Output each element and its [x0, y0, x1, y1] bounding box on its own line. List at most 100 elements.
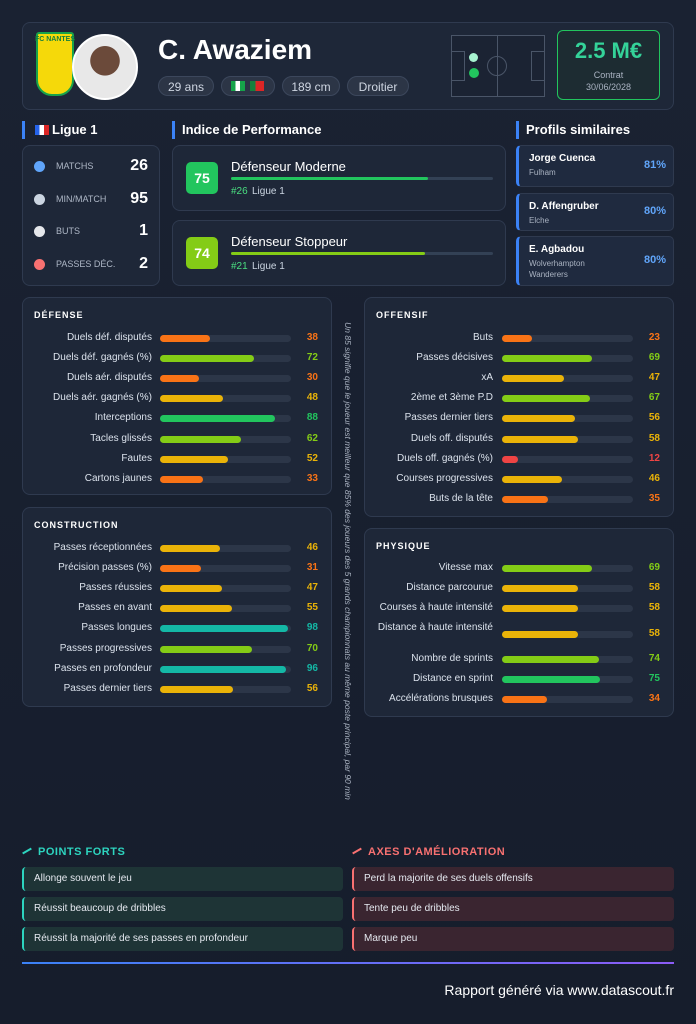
stat-value: 26 — [130, 157, 148, 174]
metric-value: 46 — [648, 472, 660, 484]
list-text: Réussit beaucoup de dribbles — [34, 903, 166, 914]
stat-value: 1 — [139, 222, 148, 239]
metric-label: xA — [481, 372, 493, 384]
metric-label: Duels off. disputés — [410, 432, 493, 444]
section-title: Ligue 1 — [52, 122, 98, 137]
similar-card — [516, 193, 674, 231]
metric-value: 72 — [306, 352, 318, 364]
metric-bar — [502, 656, 599, 663]
score-bar — [231, 177, 428, 180]
metric-track — [502, 455, 633, 463]
metric-value: 98 — [306, 622, 318, 634]
metric-value: 35 — [648, 492, 660, 504]
metric-label: Accélérations brusques — [389, 693, 493, 704]
score-box: 75 — [186, 162, 218, 194]
metric-label: Passes en avant — [78, 602, 152, 614]
tag: 189 cm — [282, 76, 340, 96]
stat-label: MIN/MATCH — [56, 193, 107, 204]
section-accent — [516, 121, 519, 139]
tag: 29 ans — [158, 76, 214, 96]
similar-club: Fulham — [529, 168, 556, 177]
metric-value: 30 — [306, 372, 318, 384]
position-dot — [469, 53, 478, 62]
divider — [22, 962, 674, 964]
stat-icon — [34, 258, 45, 270]
role-name: Défenseur Moderne — [231, 159, 346, 174]
metric-label: Fautes — [121, 452, 152, 464]
metric-bar — [160, 415, 276, 423]
metric-label: Duels off. gagnés (%) — [397, 452, 493, 464]
panel-title: PHYSIQUE — [376, 541, 431, 551]
metric-bar — [160, 585, 222, 593]
metric-value: 58 — [648, 628, 660, 639]
metric-bar — [160, 625, 289, 633]
metric-label: Duels aér. gagnés (%) — [53, 392, 152, 404]
stat-label: PASSES DÉC. — [56, 258, 116, 269]
similar-club: Elche — [529, 216, 550, 225]
metric-value: 56 — [306, 682, 318, 694]
list-text: Allonge souvent le jeu — [34, 873, 132, 884]
contract-date: 30/06/2028 — [585, 82, 632, 92]
metric-bar — [160, 455, 229, 463]
list-text: Réussit la majorité de ses passes en pro… — [34, 933, 249, 944]
metric-panel — [364, 297, 674, 517]
metric-track — [502, 335, 633, 342]
similar-club: Wolverhampton Wanderers — [529, 259, 585, 279]
list-item — [22, 897, 343, 921]
tag: Droitier — [347, 76, 409, 96]
metric-label: Vitesse max — [438, 562, 493, 573]
similar-name: Jorge Cuenca — [529, 153, 596, 164]
metric-label: Interceptions — [94, 412, 152, 424]
metric-value: 58 — [648, 582, 660, 593]
section-accent — [172, 121, 175, 139]
metric-value: 69 — [648, 352, 660, 364]
metric-value: 23 — [648, 332, 660, 343]
metric-bar — [160, 375, 200, 383]
metric-value: 38 — [306, 332, 318, 343]
score-box: 74 — [186, 237, 218, 269]
metric-track — [160, 565, 291, 573]
position-dot — [469, 68, 479, 78]
metric-value: 47 — [306, 582, 318, 594]
league-panel — [22, 145, 160, 286]
list-text: Marque peu — [364, 933, 418, 944]
metric-bar — [160, 565, 201, 573]
metric-label: Distance à haute intensité — [377, 622, 493, 633]
metric-value: 55 — [306, 602, 318, 614]
metric-value: 47 — [648, 372, 660, 384]
metric-value: 62 — [306, 432, 318, 444]
list-icon — [352, 847, 362, 855]
similarity: 80% — [643, 254, 666, 266]
metric-bar — [160, 665, 286, 673]
rank-league: Ligue 1 — [252, 261, 285, 272]
metric-label: Courses à haute intensité — [379, 602, 493, 613]
metric-label: Nombre de sprints — [411, 653, 493, 664]
metric-bar — [160, 645, 252, 653]
metric-bar — [160, 545, 221, 552]
list-item — [22, 867, 343, 891]
list-text: Tente peu de dribbles — [364, 903, 460, 914]
metric-bar — [502, 565, 593, 572]
stat-icon — [34, 226, 45, 237]
list-icon — [22, 847, 32, 855]
metric-label: Passes réceptionnées — [53, 542, 152, 553]
flags-pill — [221, 76, 275, 96]
metric-label: 2ème et 3ème P.D — [410, 392, 493, 404]
metric-bar — [502, 605, 578, 612]
metric-value: 33 — [306, 472, 318, 484]
metric-track — [160, 395, 291, 403]
metric-bar — [502, 585, 578, 592]
section-title: Indice de Performance — [182, 122, 322, 137]
similar-name: E. Agbadou — [529, 244, 585, 255]
metric-value: 12 — [648, 452, 660, 464]
metric-value: 88 — [306, 412, 318, 424]
similar-card — [516, 236, 674, 286]
metric-bar — [502, 435, 578, 443]
section-accent — [22, 121, 25, 139]
similarity: 80% — [643, 205, 666, 217]
metric-label: Duels déf. gagnés (%) — [53, 352, 152, 364]
list-item — [352, 867, 674, 891]
metric-bar — [502, 631, 578, 638]
metric-bar — [502, 395, 590, 403]
